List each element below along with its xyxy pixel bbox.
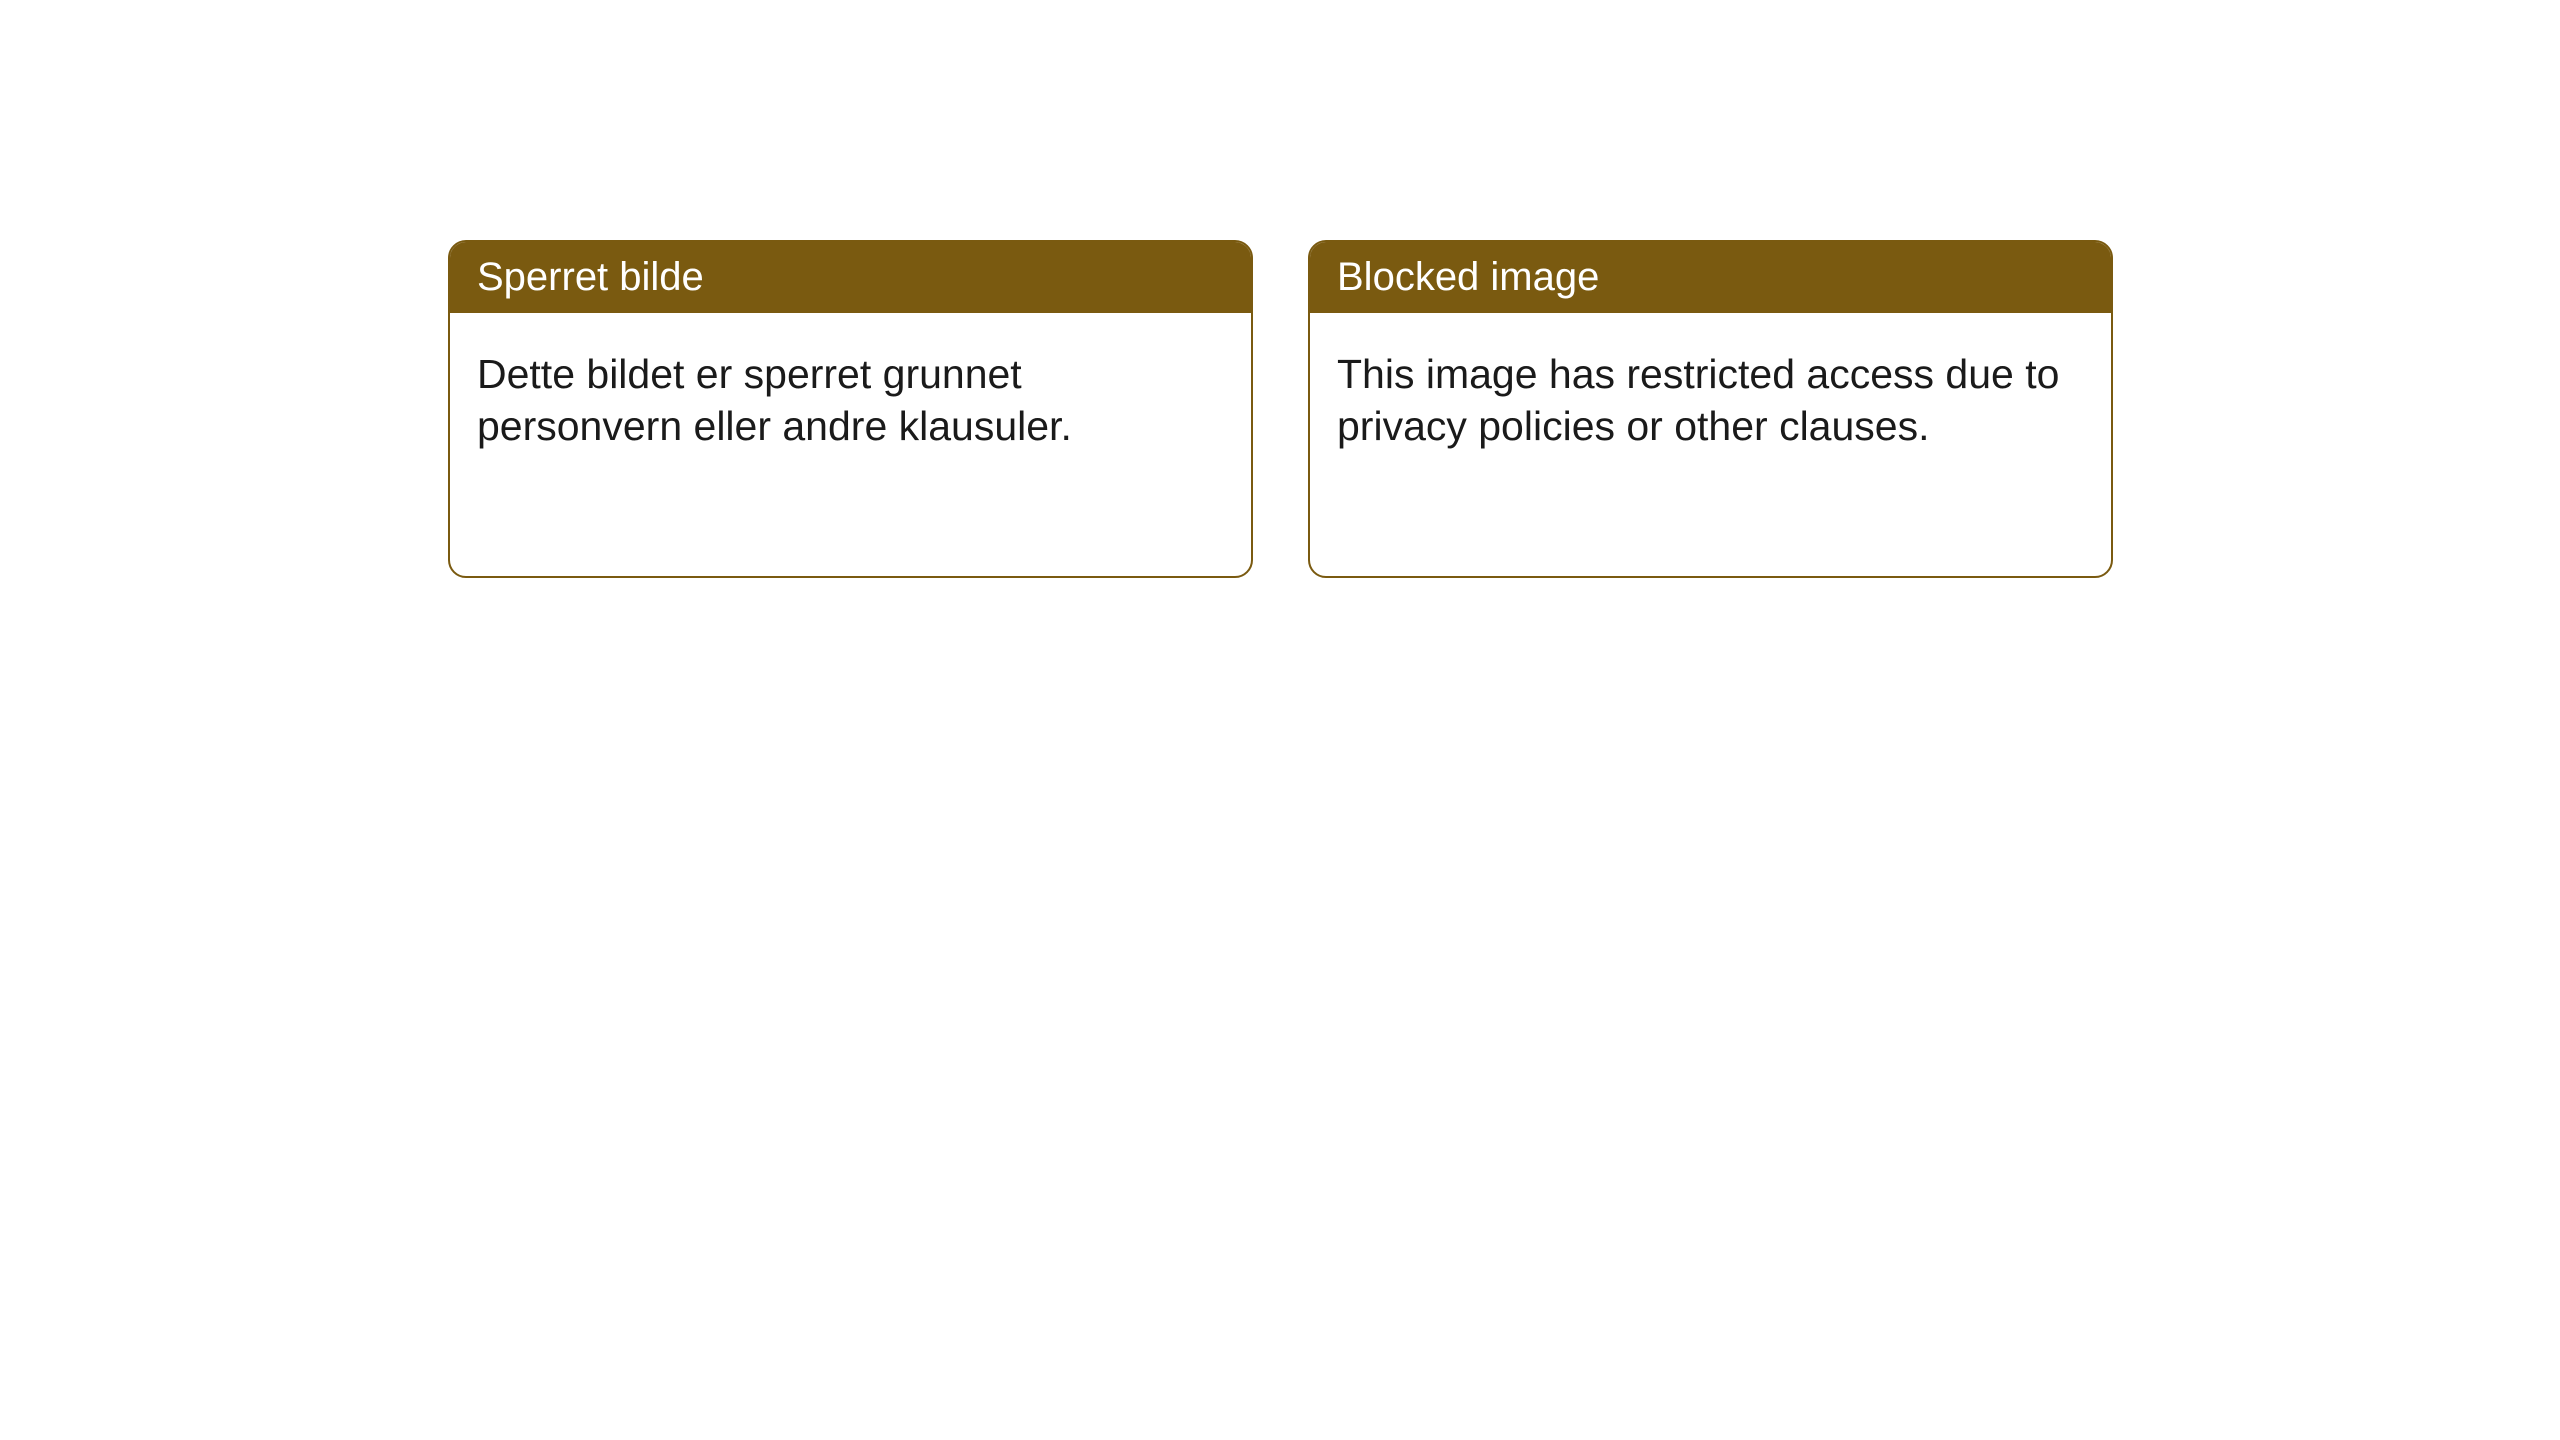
card-title-no: Sperret bilde	[450, 242, 1251, 313]
card-title-en: Blocked image	[1310, 242, 2111, 313]
blocked-image-card-no: Sperret bilde Dette bildet er sperret gr…	[448, 240, 1253, 578]
card-body-en: This image has restricted access due to …	[1310, 313, 2111, 488]
blocked-image-card-en: Blocked image This image has restricted …	[1308, 240, 2113, 578]
blocked-image-cards: Sperret bilde Dette bildet er sperret gr…	[448, 240, 2113, 578]
card-body-no: Dette bildet er sperret grunnet personve…	[450, 313, 1251, 488]
